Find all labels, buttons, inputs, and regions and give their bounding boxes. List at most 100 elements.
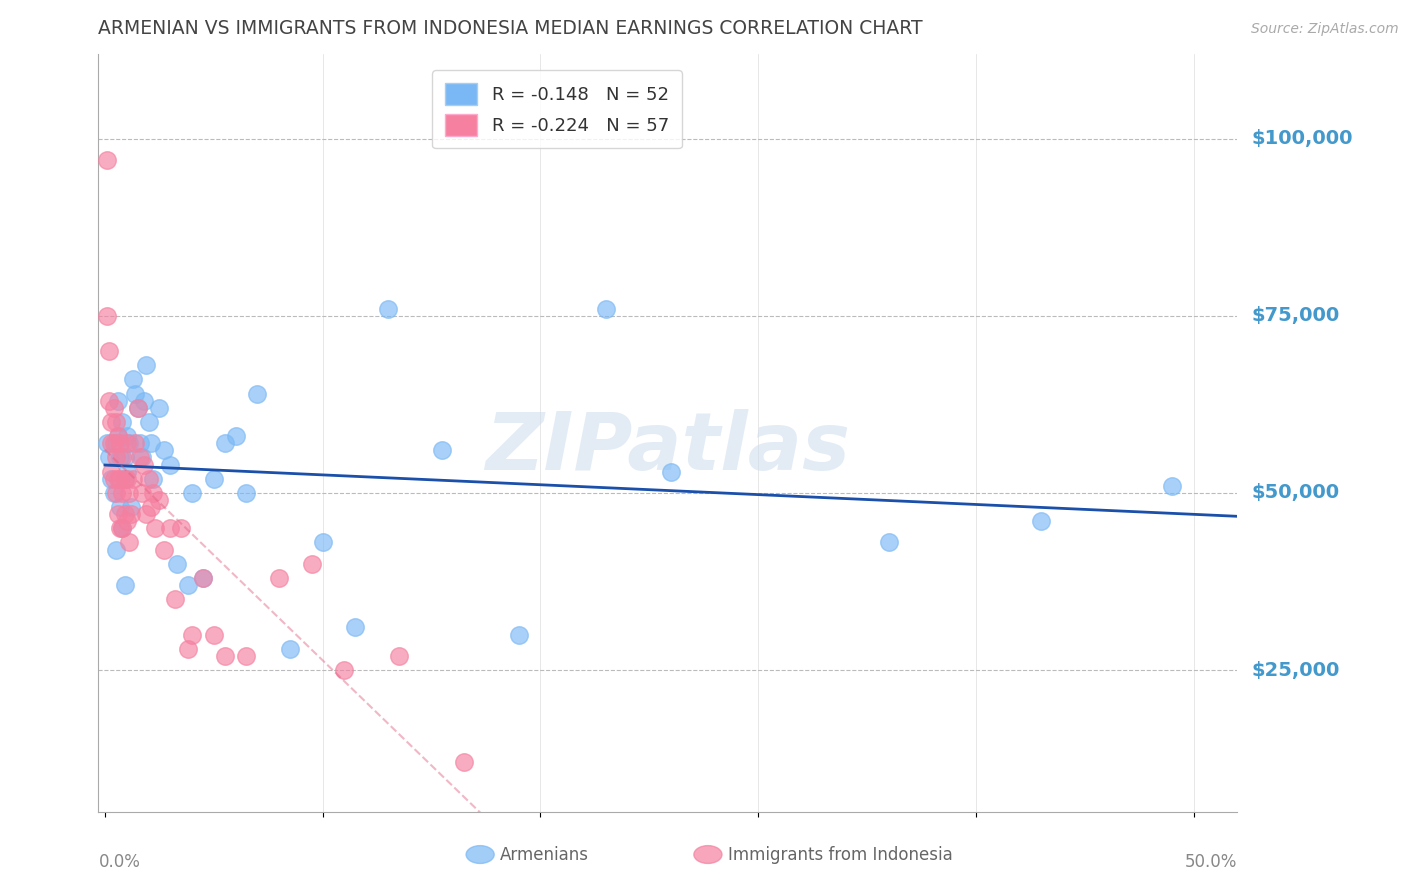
Point xyxy=(107,429,129,443)
Point xyxy=(115,436,138,450)
Point xyxy=(128,436,150,450)
Text: $75,000: $75,000 xyxy=(1251,306,1340,326)
Text: Immigrants from Indonesia: Immigrants from Indonesia xyxy=(728,846,952,863)
Point xyxy=(100,436,122,450)
Point xyxy=(128,450,150,465)
Text: ZIPatlas: ZIPatlas xyxy=(485,409,851,487)
Text: 0.0%: 0.0% xyxy=(98,854,141,871)
Point xyxy=(98,344,121,359)
Point xyxy=(139,436,162,450)
Point xyxy=(114,472,136,486)
Text: Source: ZipAtlas.com: Source: ZipAtlas.com xyxy=(1251,22,1399,37)
Point xyxy=(98,450,121,465)
Point xyxy=(120,500,142,514)
Point xyxy=(166,557,188,571)
Point xyxy=(152,542,174,557)
Point xyxy=(103,401,125,415)
Point xyxy=(159,458,181,472)
Point xyxy=(508,627,530,641)
Point xyxy=(100,465,122,479)
Point xyxy=(235,648,257,663)
Point xyxy=(202,472,225,486)
Point xyxy=(100,415,122,429)
Point xyxy=(114,472,136,486)
Point xyxy=(103,486,125,500)
Point xyxy=(111,415,134,429)
Point xyxy=(388,648,411,663)
Point xyxy=(104,415,127,429)
Text: $50,000: $50,000 xyxy=(1251,483,1340,502)
Point xyxy=(115,429,138,443)
Point xyxy=(143,521,166,535)
Point xyxy=(214,436,236,450)
Point xyxy=(333,663,356,677)
Point xyxy=(107,393,129,408)
Point xyxy=(107,472,129,486)
Point xyxy=(134,393,156,408)
Point xyxy=(108,472,131,486)
Point xyxy=(96,153,118,167)
Point xyxy=(142,486,165,500)
Point xyxy=(104,486,127,500)
Point xyxy=(135,507,157,521)
Point xyxy=(103,472,125,486)
Point xyxy=(139,500,162,514)
Point xyxy=(114,450,136,465)
Point xyxy=(108,436,131,450)
Text: $25,000: $25,000 xyxy=(1251,660,1340,680)
Point xyxy=(103,436,125,450)
Point xyxy=(111,521,134,535)
Point xyxy=(118,486,141,500)
Point xyxy=(111,450,134,465)
Point xyxy=(115,465,138,479)
Point xyxy=(176,641,198,656)
Point xyxy=(131,486,153,500)
Point xyxy=(124,386,146,401)
Point xyxy=(127,401,149,415)
Point xyxy=(138,415,160,429)
Point xyxy=(170,521,193,535)
Point xyxy=(134,458,156,472)
Point xyxy=(301,557,323,571)
Point xyxy=(269,571,291,585)
Legend: R = -0.148   N = 52, R = -0.224   N = 57: R = -0.148 N = 52, R = -0.224 N = 57 xyxy=(432,70,682,148)
Point xyxy=(111,521,134,535)
Point xyxy=(202,627,225,641)
Point xyxy=(214,648,236,663)
Point xyxy=(98,393,121,408)
Point xyxy=(148,492,170,507)
Point xyxy=(114,507,136,521)
Point xyxy=(312,535,335,549)
Point xyxy=(163,592,186,607)
Point xyxy=(377,301,399,316)
Point xyxy=(108,450,131,465)
Point xyxy=(104,450,127,465)
Point xyxy=(100,472,122,486)
Point xyxy=(118,436,141,450)
Point xyxy=(877,535,900,549)
Point xyxy=(225,429,247,443)
Point xyxy=(107,429,129,443)
Point xyxy=(191,571,214,585)
Point xyxy=(152,443,174,458)
Point xyxy=(108,521,131,535)
Text: ARMENIAN VS IMMIGRANTS FROM INDONESIA MEDIAN EARNINGS CORRELATION CHART: ARMENIAN VS IMMIGRANTS FROM INDONESIA ME… xyxy=(98,19,924,38)
Point xyxy=(344,620,367,634)
Point xyxy=(115,514,138,528)
Point xyxy=(1161,479,1184,493)
Point xyxy=(122,372,145,386)
Point xyxy=(115,472,138,486)
Point xyxy=(104,436,127,450)
Point xyxy=(181,627,204,641)
Point xyxy=(108,500,131,514)
Point xyxy=(104,542,127,557)
Text: Armenians: Armenians xyxy=(501,846,589,863)
Point xyxy=(181,486,204,500)
Point xyxy=(453,755,475,769)
Point xyxy=(1031,514,1053,528)
Text: 50.0%: 50.0% xyxy=(1185,854,1237,871)
Point xyxy=(176,578,198,592)
Point xyxy=(235,486,257,500)
Point xyxy=(191,571,214,585)
Point xyxy=(127,401,149,415)
